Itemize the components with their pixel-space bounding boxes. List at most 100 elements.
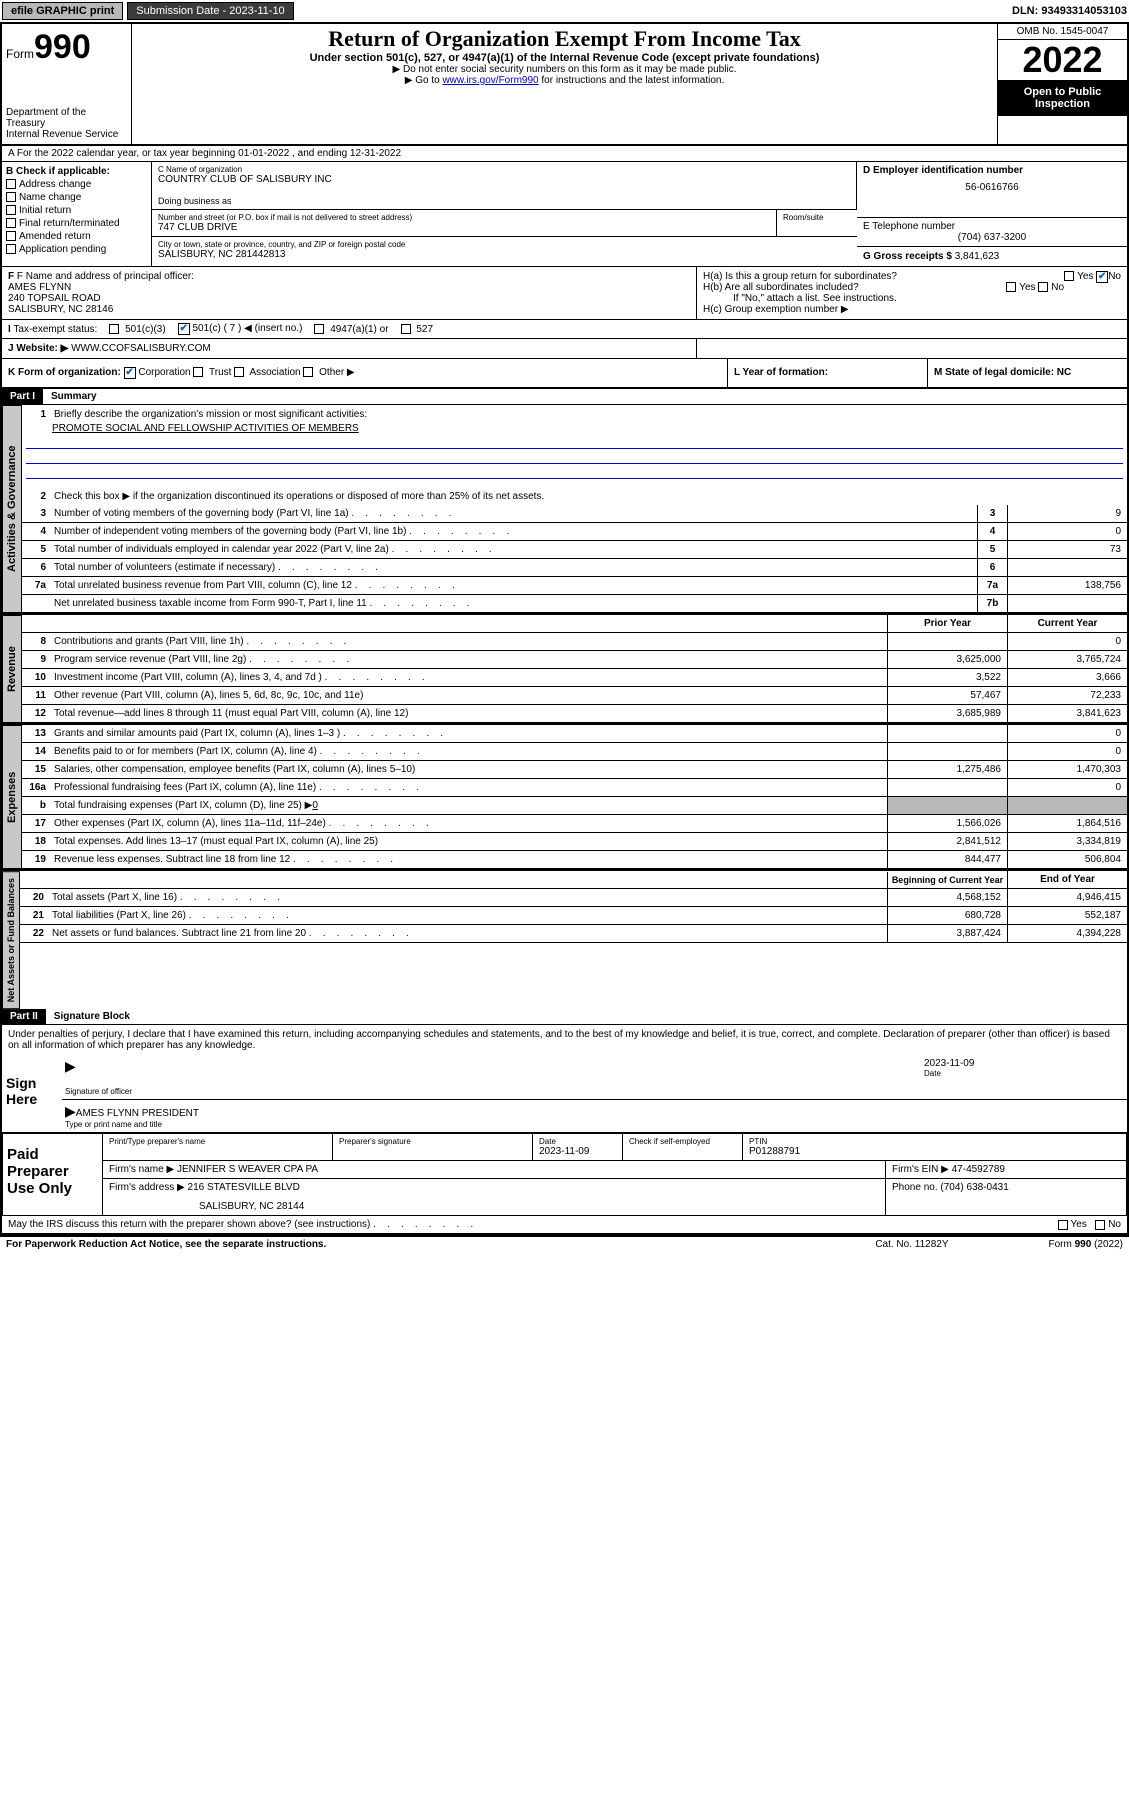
p11: 57,467 <box>887 687 1007 704</box>
firm-name-label: Firm's name ▶ <box>109 1164 174 1175</box>
k-label: K Form of organization: <box>8 367 121 378</box>
c14: 0 <box>1007 743 1127 760</box>
p15: 1,275,486 <box>887 761 1007 778</box>
room-label: Room/suite <box>777 210 857 237</box>
ptin: P01288791 <box>749 1146 1120 1157</box>
l6: Total number of volunteers (estimate if … <box>50 560 977 575</box>
l14: Benefits paid to or for members (Part IX… <box>50 744 887 759</box>
l16b-val: 0 <box>312 800 318 811</box>
v5: 73 <box>1007 541 1127 558</box>
subtitle: Under section 501(c), 527, or 4947(a)(1)… <box>140 52 989 64</box>
phone: (704) 637-3200 <box>863 232 1121 243</box>
submission-button[interactable]: Submission Date - 2023-11-10 <box>127 2 293 20</box>
tax-year: 2022 <box>998 40 1127 80</box>
e20: 4,946,415 <box>1007 889 1127 906</box>
tab-net-assets: Net Assets or Fund Balances <box>2 871 20 1009</box>
p9: 3,625,000 <box>887 651 1007 668</box>
501c[interactable]: 501(c) ( 7 ) ◀ (insert no.) <box>192 323 302 334</box>
check-self[interactable]: Check if self-employed <box>629 1137 710 1146</box>
prep-date: 2023-11-09 <box>539 1146 616 1157</box>
hc-label: H(c) Group exemption number ▶ <box>703 304 1121 315</box>
ein: 56-0616766 <box>863 182 1121 193</box>
dln-label: DLN: 93493314053103 <box>1012 5 1127 17</box>
l21: Total liabilities (Part X, line 26) <box>48 908 887 923</box>
part2-hdr: Part II <box>2 1009 46 1024</box>
firm-name: JENNIFER S WEAVER CPA PA <box>177 1164 318 1175</box>
city-label: City or town, state or province, country… <box>158 240 851 249</box>
chk-address[interactable]: Address change <box>19 179 91 190</box>
v3: 9 <box>1007 505 1127 522</box>
hb-note: If "No," attach a list. See instructions… <box>703 293 1121 304</box>
k-assoc[interactable]: Association <box>249 367 300 378</box>
v4: 0 <box>1007 523 1127 540</box>
tab-governance: Activities & Governance <box>2 405 22 613</box>
b20: 4,568,152 <box>887 889 1007 906</box>
501c3[interactable]: 501(c)(3) <box>125 324 166 335</box>
e21: 552,187 <box>1007 907 1127 924</box>
street: 747 CLUB DRIVE <box>158 222 770 233</box>
ha-yes[interactable]: Yes <box>1077 271 1093 282</box>
firm-addr: 216 STATESVILLE BLVD <box>188 1182 300 1193</box>
section-b-label: B Check if applicable: <box>6 166 147 177</box>
k-other[interactable]: Other ▶ <box>319 367 354 378</box>
dept-label: Department of the Treasury <box>6 107 127 129</box>
discuss-yes[interactable]: Yes <box>1071 1219 1087 1230</box>
hb-no[interactable]: No <box>1051 282 1064 293</box>
dba-label: Doing business as <box>158 196 850 206</box>
l16a: Professional fundraising fees (Part IX, … <box>50 780 887 795</box>
irs-label: Internal Revenue Service <box>6 129 127 140</box>
chk-initial[interactable]: Initial return <box>19 205 71 216</box>
discuss-no[interactable]: No <box>1108 1219 1121 1230</box>
city: SALISBURY, NC 281442813 <box>158 249 851 260</box>
c19: 506,804 <box>1007 851 1127 868</box>
p18: 2,841,512 <box>887 833 1007 850</box>
e22: 4,394,228 <box>1007 925 1127 942</box>
type-label: Type or print name and title <box>65 1120 1124 1129</box>
note2-pre: ▶ Go to <box>405 75 443 86</box>
prior-hdr: Prior Year <box>887 615 1007 632</box>
org-name: COUNTRY CLUB OF SALISBURY INC <box>158 174 850 185</box>
l1: Briefly describe the organization's miss… <box>50 407 1127 422</box>
c13: 0 <box>1007 725 1127 742</box>
instructions-link[interactable]: www.irs.gov/Form990 <box>442 75 538 86</box>
ein-label: D Employer identification number <box>863 165 1121 176</box>
officer-name: AMES FLYNN <box>8 282 690 293</box>
l7b: Net unrelated business taxable income fr… <box>50 596 977 611</box>
l11: Other revenue (Part VIII, column (A), li… <box>50 688 887 703</box>
form-number: 990 <box>34 28 91 66</box>
l18: Total expenses. Add lines 13–17 (must eq… <box>50 834 887 849</box>
part1-title: Summary <box>43 389 105 404</box>
form-label: Form <box>6 47 34 61</box>
note1: ▶ Do not enter social security numbers o… <box>140 64 989 75</box>
ha-no[interactable]: No <box>1108 271 1121 282</box>
c16a: 0 <box>1007 779 1127 796</box>
k-trust[interactable]: Trust <box>209 367 231 378</box>
efile-button[interactable]: efile GRAPHIC print <box>2 2 123 20</box>
p14 <box>887 743 1007 760</box>
chk-name[interactable]: Name change <box>19 192 81 203</box>
section-l: L Year of formation: <box>727 359 927 387</box>
chk-pending[interactable]: Application pending <box>19 244 106 255</box>
p16a <box>887 779 1007 796</box>
c18: 3,334,819 <box>1007 833 1127 850</box>
k-corp[interactable]: Corporation <box>138 367 190 378</box>
c10: 3,666 <box>1007 669 1127 686</box>
phone-label: E Telephone number <box>863 221 1121 232</box>
paperwork-notice: For Paperwork Reduction Act Notice, see … <box>6 1239 326 1250</box>
form-box: Form990 Department of the Treasury Inter… <box>2 24 132 144</box>
l5: Total number of individuals employed in … <box>50 542 977 557</box>
current-hdr: Current Year <box>1007 615 1127 632</box>
527[interactable]: 527 <box>416 324 433 335</box>
cat-no: Cat. No. 11282Y <box>875 1239 948 1250</box>
chk-final[interactable]: Final return/terminated <box>19 218 120 229</box>
l7a: Total unrelated business revenue from Pa… <box>50 578 977 593</box>
chk-amended[interactable]: Amended return <box>19 231 91 242</box>
tab-revenue: Revenue <box>2 615 22 723</box>
part1-hdr: Part I <box>2 389 43 404</box>
hb-yes[interactable]: Yes <box>1019 282 1035 293</box>
ha-label: H(a) Is this a group return for subordin… <box>703 271 897 282</box>
l12: Total revenue—add lines 8 through 11 (mu… <box>50 706 887 721</box>
c9: 3,765,724 <box>1007 651 1127 668</box>
4947[interactable]: 4947(a)(1) or <box>330 324 388 335</box>
l22: Net assets or fund balances. Subtract li… <box>48 926 887 941</box>
